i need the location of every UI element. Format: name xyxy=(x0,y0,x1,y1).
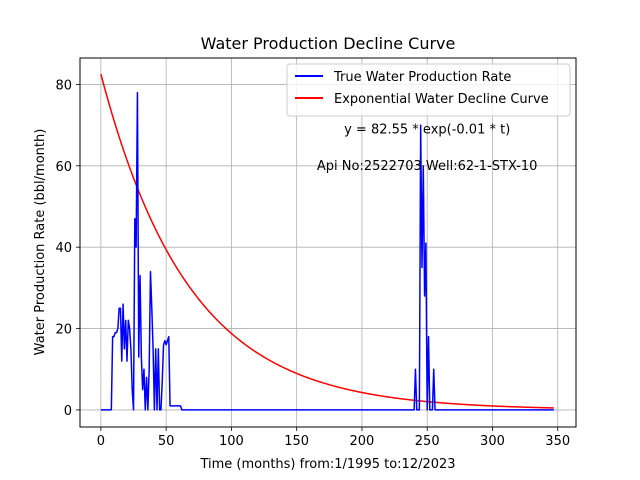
ticks: 0 50 100 150 200 250 300 350 0 20 40 60 80 xyxy=(55,78,570,449)
y-tick-label: 40 xyxy=(55,241,72,256)
fit-equation-annotation: y = 82.55 * exp(-0.01 * t) xyxy=(344,122,510,137)
well-info-annotation: Api No:2522703 Well:62-1-STX-10 xyxy=(317,159,538,174)
series-line-exponential-decline xyxy=(100,73,554,409)
legend-label-true-rate: True Water Production Rate xyxy=(333,70,511,85)
x-tick-label: 150 xyxy=(284,434,309,449)
x-tick-label: 200 xyxy=(350,434,375,449)
plot-area-frame xyxy=(79,57,577,428)
legend: True Water Production Rate Exponential W… xyxy=(286,63,571,117)
x-axis-label: Time (months) from:1/1995 to:12/2023 xyxy=(199,457,455,472)
grid xyxy=(80,58,576,427)
x-tick-label: 250 xyxy=(415,434,440,449)
x-tick-label: 50 xyxy=(158,434,175,449)
y-axis-label: Water Production Rate (bbl/month) xyxy=(33,129,48,356)
y-tick-label: 80 xyxy=(55,78,72,93)
legend-label-decline-curve: Exponential Water Decline Curve xyxy=(334,92,549,107)
x-tick-label: 300 xyxy=(480,434,505,449)
x-tick-label: 350 xyxy=(545,434,570,449)
series-line-true-water-rate xyxy=(100,91,554,411)
legend-frame xyxy=(286,63,571,117)
y-tick-label: 60 xyxy=(55,160,72,175)
x-tick-label: 100 xyxy=(219,434,244,449)
y-tick-label: 20 xyxy=(55,323,72,338)
chart-title: Water Production Decline Curve xyxy=(201,34,456,53)
x-tick-label: 0 xyxy=(97,434,105,449)
series-layer xyxy=(100,73,554,411)
y-tick-label: 0 xyxy=(64,404,72,419)
